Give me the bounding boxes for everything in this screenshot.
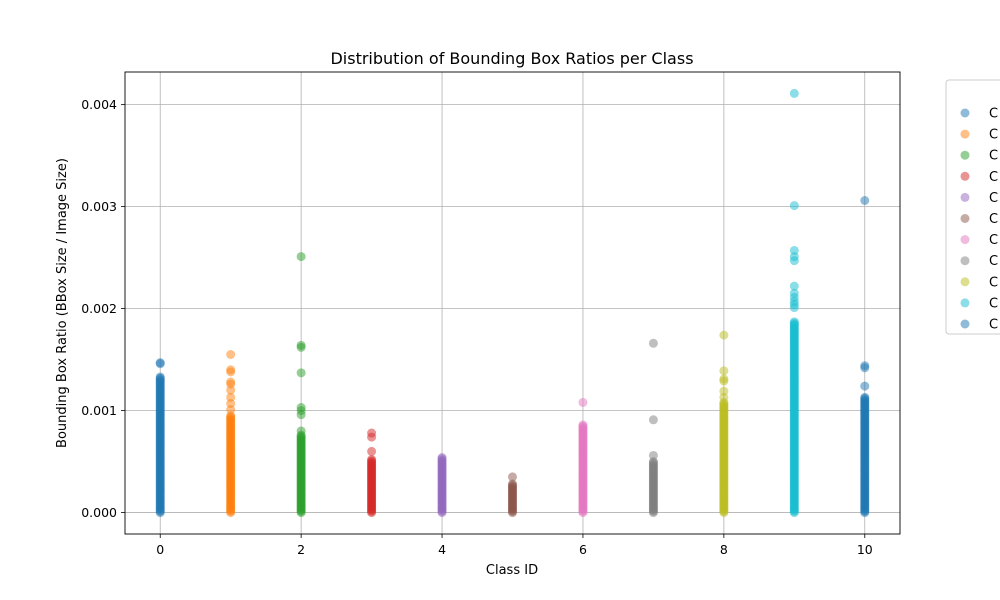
data-point <box>367 455 377 465</box>
axis-ticks: 0 2 4 6 8 10 0.000 0.001 0.002 0.003 0.004 <box>81 97 873 557</box>
data-point <box>226 365 236 375</box>
legend-label: C <box>989 107 998 122</box>
y-tick-label: 0.003 <box>81 199 117 214</box>
data-point <box>508 479 517 489</box>
data-point <box>719 366 729 376</box>
x-axis-title: Class ID <box>486 563 538 578</box>
legend-label: C <box>989 191 998 206</box>
legend-label: C <box>989 275 998 290</box>
legend-marker <box>960 108 970 118</box>
y-tick-label: 0.004 <box>81 97 117 112</box>
plot-area-frame <box>124 71 901 535</box>
data-point <box>860 361 870 371</box>
data-point <box>296 340 306 350</box>
series-class-0 <box>155 358 165 518</box>
data-point <box>789 288 799 298</box>
legend-label: C <box>989 318 998 333</box>
series-class-1 <box>226 350 236 518</box>
series-class-10 <box>860 196 870 518</box>
data-point <box>789 88 799 98</box>
y-tick-label: 0.001 <box>81 403 117 418</box>
data-point <box>508 472 517 482</box>
legend-label: C <box>989 296 998 311</box>
data-point <box>648 450 658 460</box>
data-point <box>296 403 306 413</box>
series-class-7 <box>648 338 658 518</box>
data-point <box>789 281 799 291</box>
series-class-6 <box>578 397 588 518</box>
data-point <box>789 245 799 255</box>
legend-label: C <box>989 254 998 269</box>
data-point <box>860 392 870 402</box>
series-class-2 <box>296 252 306 518</box>
data-point <box>860 381 870 391</box>
data-point <box>296 368 306 378</box>
legend-marker <box>960 150 970 160</box>
legend-label: C <box>989 128 998 143</box>
data-point <box>789 317 799 327</box>
gridlines <box>125 72 900 534</box>
data-points <box>155 88 870 518</box>
x-tick-label: 10 <box>857 542 873 557</box>
legend-marker <box>960 319 970 329</box>
data-point <box>296 426 306 436</box>
legend-label: C <box>989 212 998 227</box>
data-point <box>719 386 729 396</box>
x-tick-label: 2 <box>297 542 305 557</box>
data-point <box>860 196 870 206</box>
legend-marker <box>960 129 970 139</box>
legend-label: C <box>989 233 998 248</box>
x-tick-label: 4 <box>438 542 446 557</box>
data-point <box>226 350 236 360</box>
legend-marker <box>960 235 970 245</box>
legend-marker <box>960 298 970 308</box>
series-class-8 <box>719 330 729 518</box>
data-point <box>789 201 799 211</box>
data-point <box>367 428 377 438</box>
data-point <box>296 252 306 262</box>
legend-marker <box>960 192 970 202</box>
legend-frame <box>945 79 1000 335</box>
x-tick-label: 0 <box>156 542 164 557</box>
series-class-4 <box>437 453 447 518</box>
legend-marker <box>960 277 970 287</box>
x-tick-label: 6 <box>579 542 587 557</box>
y-axis-title: Bounding Box Ratio (BBox Size / Image Si… <box>55 158 70 448</box>
x-tick-label: 8 <box>720 542 728 557</box>
data-point <box>719 330 729 340</box>
data-point <box>648 415 658 425</box>
legend-marker <box>960 256 970 266</box>
data-point <box>367 446 377 456</box>
y-tick-label: 0.000 <box>81 505 117 520</box>
legend-label: C <box>989 149 998 164</box>
legend-marker <box>960 171 970 181</box>
legend-label: C <box>989 170 998 185</box>
legend-marker <box>960 214 970 223</box>
series-class-9 <box>789 88 799 518</box>
data-point <box>155 358 165 368</box>
series-class-5 <box>508 472 517 518</box>
series-class-3 <box>367 428 377 518</box>
y-tick-label: 0.002 <box>81 301 117 316</box>
data-point <box>226 392 236 402</box>
data-point <box>226 377 236 387</box>
data-point <box>648 338 658 348</box>
data-point <box>578 420 588 430</box>
chart-title: Distribution of Bounding Box Ratios per … <box>330 49 693 68</box>
data-point <box>578 397 588 407</box>
data-point <box>155 372 165 382</box>
data-point <box>719 374 729 384</box>
data-point <box>437 453 447 463</box>
